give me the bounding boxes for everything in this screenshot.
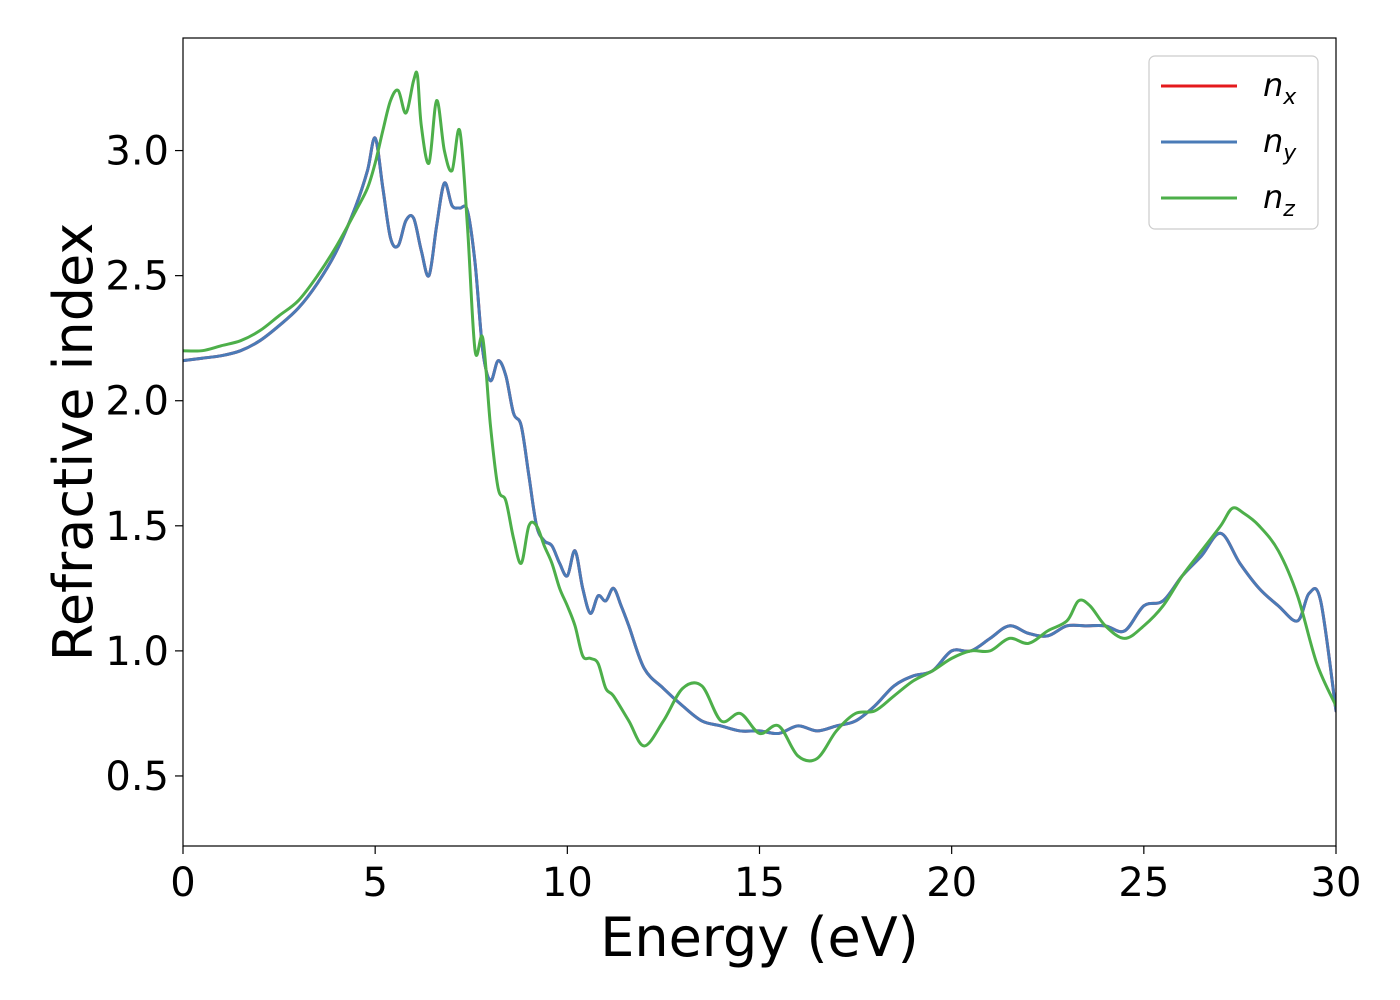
legend-entry: nx [1263,66,1297,110]
legend-entry: nz [1263,178,1295,222]
series-layer [183,70,1336,763]
x-tick-label: 25 [1118,860,1169,906]
y-tick-label: 1.5 [105,504,169,550]
legend: nx ny nz [1148,55,1319,230]
x-axis: 0 5 10 15 20 25 30 [170,846,1361,906]
x-tick-label: 0 [170,860,195,906]
legend-entry: ny [1263,122,1297,166]
x-axis-title: Energy (eV) [600,906,919,969]
series-line-nz [183,70,1336,763]
y-tick-label: 0.5 [105,754,169,800]
x-tick-label: 20 [926,860,977,906]
series-line-ny [183,136,1336,736]
y-axis: 0.5 1.0 1.5 2.0 2.5 3.0 [105,129,183,800]
y-tick-label: 2.0 [105,379,169,425]
x-tick-label: 30 [1311,860,1362,906]
x-tick-label: 5 [362,860,387,906]
x-tick-label: 10 [542,860,593,906]
y-axis-title: Refractive index [42,223,105,662]
x-tick-label: 15 [734,860,785,906]
y-tick-label: 2.5 [105,254,169,300]
y-tick-label: 3.0 [105,129,169,175]
y-tick-label: 1.0 [105,629,169,675]
